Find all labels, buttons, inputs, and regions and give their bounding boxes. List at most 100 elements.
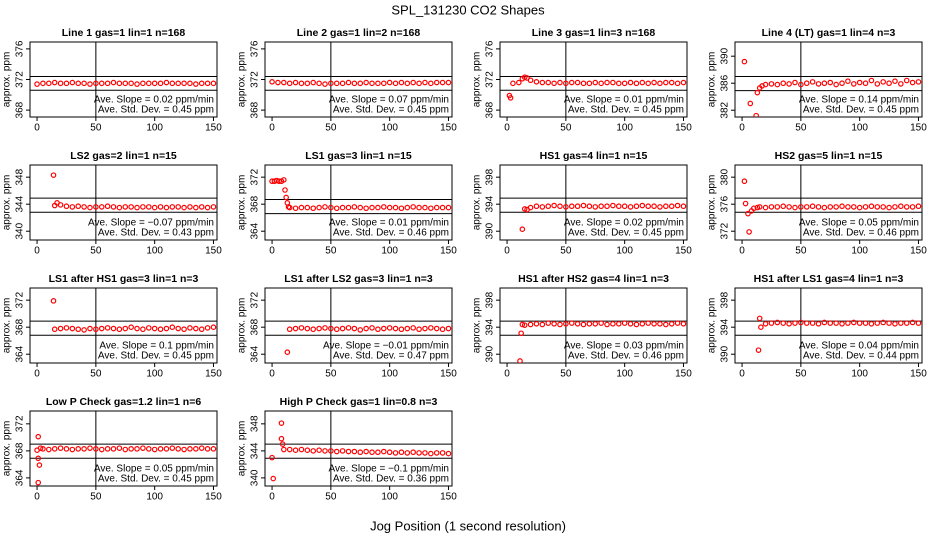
points bbox=[34, 433, 217, 486]
data-point bbox=[416, 204, 422, 211]
panel-title: Low P Check gas=1.2 lin=1 n=6 bbox=[46, 396, 201, 408]
data-point bbox=[845, 204, 851, 210]
plot-frame bbox=[29, 410, 218, 487]
data-point bbox=[903, 204, 910, 210]
data-point bbox=[410, 79, 416, 86]
data-point bbox=[551, 202, 557, 209]
data-point bbox=[639, 321, 646, 327]
data-point bbox=[439, 326, 446, 333]
data-point bbox=[422, 204, 428, 211]
data-point bbox=[809, 320, 816, 326]
data-point bbox=[909, 319, 916, 326]
data-point bbox=[780, 320, 787, 326]
annotation: Ave. Slope = 0.07 ppm/min bbox=[329, 95, 449, 106]
points bbox=[755, 315, 922, 353]
data-point bbox=[674, 80, 681, 87]
data-point bbox=[545, 203, 552, 210]
data-point bbox=[116, 326, 123, 333]
data-point bbox=[850, 319, 857, 326]
data-point bbox=[328, 325, 334, 332]
data-point bbox=[275, 79, 281, 86]
data-point bbox=[580, 202, 587, 209]
data-point bbox=[539, 204, 546, 210]
data-point bbox=[517, 358, 523, 363]
x-tick-label: 0 bbox=[269, 369, 275, 380]
y-tick-label: 372 bbox=[15, 415, 26, 432]
data-point bbox=[345, 325, 352, 331]
x-tick-label: 50 bbox=[325, 369, 337, 380]
data-point bbox=[57, 445, 64, 451]
data-point bbox=[774, 319, 781, 326]
plot-frame bbox=[734, 287, 923, 364]
data-point bbox=[563, 204, 569, 210]
data-point bbox=[310, 326, 317, 333]
data-point bbox=[768, 81, 775, 87]
points bbox=[269, 78, 452, 87]
data-point bbox=[40, 446, 46, 452]
data-point bbox=[519, 226, 526, 232]
data-point bbox=[110, 204, 117, 210]
data-point bbox=[175, 325, 181, 332]
data-point bbox=[428, 205, 434, 212]
x-tick-label: 150 bbox=[675, 246, 692, 257]
data-point bbox=[281, 79, 287, 86]
data-point bbox=[140, 326, 146, 333]
data-point bbox=[592, 79, 599, 86]
data-point bbox=[35, 433, 42, 440]
data-point bbox=[839, 321, 845, 327]
data-point bbox=[187, 204, 193, 210]
x-tick-label: 100 bbox=[851, 246, 868, 257]
data-point bbox=[46, 80, 52, 87]
data-point bbox=[404, 450, 411, 456]
panel-title: HS1 after HS2 gas=4 lin=1 n=3 bbox=[518, 273, 669, 285]
data-point bbox=[404, 325, 411, 332]
x-tick-label: 100 bbox=[381, 123, 398, 134]
data-point bbox=[445, 450, 452, 457]
data-point bbox=[57, 325, 64, 332]
data-point bbox=[428, 325, 434, 331]
data-point bbox=[827, 320, 834, 326]
data-point bbox=[604, 203, 610, 210]
data-point bbox=[35, 455, 42, 462]
y-tick-label: 386 bbox=[720, 74, 731, 91]
data-point bbox=[551, 80, 557, 87]
panel-title: HS1 after LS1 gas=4 lin=1 n=3 bbox=[754, 273, 904, 285]
data-point bbox=[856, 204, 863, 211]
data-point bbox=[762, 204, 769, 211]
data-point bbox=[833, 81, 839, 88]
data-point bbox=[157, 80, 164, 87]
data-point bbox=[357, 80, 364, 87]
data-point bbox=[81, 446, 87, 452]
plot-frame bbox=[264, 164, 453, 241]
data-point bbox=[539, 321, 546, 328]
data-point bbox=[909, 79, 916, 86]
data-point bbox=[645, 203, 651, 210]
data-point bbox=[333, 326, 340, 333]
panel: LS1 after HS1 gas=3 lin=1 n=3 approx. ppm… bbox=[2, 273, 223, 380]
points bbox=[50, 298, 217, 333]
data-point bbox=[163, 79, 170, 86]
data-point bbox=[51, 446, 58, 452]
data-point bbox=[533, 203, 540, 210]
points bbox=[517, 320, 687, 363]
data-point bbox=[69, 204, 76, 210]
data-point bbox=[145, 204, 152, 210]
plot-frame bbox=[264, 287, 453, 364]
x-tick-label: 150 bbox=[910, 123, 927, 134]
annotation: Ave. Std. Dev. = 0.46 ppm bbox=[568, 351, 684, 362]
data-point bbox=[868, 203, 875, 210]
data-point bbox=[903, 320, 910, 326]
panel: LS1 gas=3 lin=1 n=15 approx. ppm 0 50 100 150… bbox=[237, 150, 458, 257]
data-point bbox=[339, 80, 346, 87]
data-point bbox=[439, 79, 446, 86]
data-point bbox=[116, 204, 123, 211]
data-point bbox=[198, 445, 205, 451]
data-point bbox=[798, 81, 804, 88]
data-point bbox=[298, 446, 305, 453]
data-point bbox=[416, 450, 422, 456]
data-point bbox=[439, 450, 446, 456]
annotation: Ave. Slope = 0.02 ppm/min bbox=[564, 218, 684, 229]
annotation: Ave. Slope = 0.04 ppm/min bbox=[799, 341, 919, 352]
y-axis-label: approx. ppm bbox=[237, 175, 248, 231]
data-point bbox=[915, 203, 922, 210]
